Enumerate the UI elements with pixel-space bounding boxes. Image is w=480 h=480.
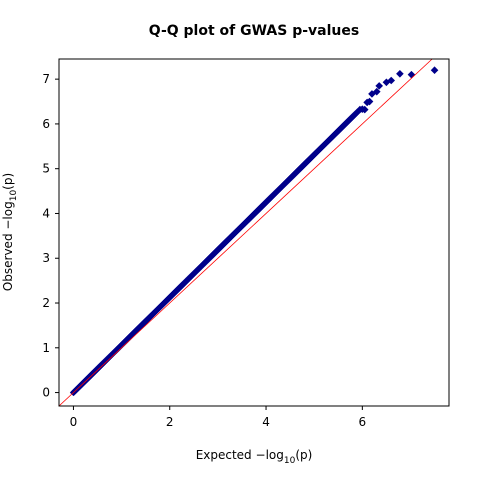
x-axis-ticks: 0 2 4 6	[70, 406, 367, 429]
x-tick-label: 0	[70, 415, 78, 429]
data-point	[430, 66, 439, 74]
y-tick-label: 7	[42, 72, 50, 86]
data-point	[372, 87, 381, 96]
data-point	[368, 90, 376, 98]
x-tick-label: 6	[359, 415, 367, 429]
y-tick-label: 3	[42, 251, 50, 265]
plot-frame	[58, 58, 450, 407]
y-axis-ticks: 0 1 2 3 4 5 6 7	[42, 72, 59, 400]
data-points	[69, 66, 439, 397]
x-axis-label: Expected −log10(p)	[196, 448, 313, 466]
y-tick-label: 5	[42, 162, 50, 176]
plot-area: 0 2 4 6 0 1 2 3 4 5 6 7	[42, 58, 450, 429]
data-point	[353, 108, 362, 116]
y-tick-label: 2	[42, 296, 50, 310]
data-point	[396, 69, 404, 78]
x-tick-label: 4	[262, 415, 270, 429]
data-point	[375, 82, 383, 90]
data-point	[407, 70, 416, 79]
y-tick-label: 6	[42, 117, 50, 131]
reference-line	[58, 58, 433, 407]
chart-title: Q-Q plot of GWAS p-values	[149, 23, 359, 39]
y-tick-label: 0	[42, 386, 50, 400]
data-point	[365, 97, 374, 106]
data-point	[360, 105, 369, 114]
y-axis-label: Observed −log10(p)	[1, 173, 19, 291]
x-tick-label: 2	[166, 415, 174, 429]
data-point	[387, 76, 396, 85]
y-tick-label: 1	[42, 341, 50, 355]
y-tick-label: 4	[42, 206, 50, 220]
